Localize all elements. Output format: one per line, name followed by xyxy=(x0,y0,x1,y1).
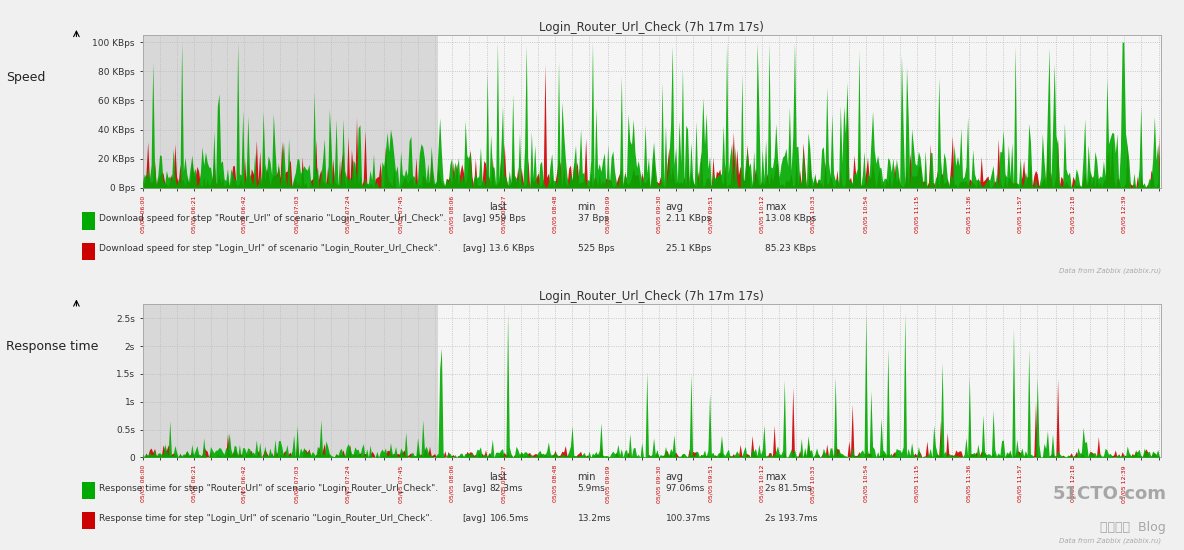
Text: avg: avg xyxy=(665,202,683,212)
Title: Login_Router_Url_Check (7h 17m 17s): Login_Router_Url_Check (7h 17m 17s) xyxy=(540,20,765,34)
Text: 2.11 KBps: 2.11 KBps xyxy=(665,214,710,223)
Text: min: min xyxy=(578,472,596,482)
Text: Data from Zabbix (zabbix.ru): Data from Zabbix (zabbix.ru) xyxy=(1058,268,1162,274)
Text: 13.6 KBps: 13.6 KBps xyxy=(489,244,535,254)
Text: avg: avg xyxy=(665,472,683,482)
Bar xyxy=(82,482,95,499)
Bar xyxy=(82,243,95,260)
Title: Login_Router_Url_Check (7h 17m 17s): Login_Router_Url_Check (7h 17m 17s) xyxy=(540,290,765,303)
Text: 13.2ms: 13.2ms xyxy=(578,514,611,523)
Text: 13.08 KBps: 13.08 KBps xyxy=(765,214,816,223)
Text: 106.5ms: 106.5ms xyxy=(489,514,529,523)
Text: Response time for step "Router_Url" of scenario "Login_Router_Url_Check".: Response time for step "Router_Url" of s… xyxy=(98,484,438,493)
Text: [avg]: [avg] xyxy=(462,214,485,223)
Text: 25.1 KBps: 25.1 KBps xyxy=(665,244,710,254)
Text: 97.06ms: 97.06ms xyxy=(665,484,704,493)
Text: 2s 81.5ms: 2s 81.5ms xyxy=(765,484,811,493)
Text: 技术博客  Blog: 技术博客 Blog xyxy=(1100,520,1166,534)
Text: Download speed for step "Router_Url" of scenario "Login_Router_Url_Check".: Download speed for step "Router_Url" of … xyxy=(98,214,446,223)
Text: 51CTO.com: 51CTO.com xyxy=(1053,485,1166,503)
Bar xyxy=(82,212,95,230)
Text: min: min xyxy=(578,202,596,212)
Text: 37 Bps: 37 Bps xyxy=(578,214,609,223)
Text: [avg]: [avg] xyxy=(462,484,485,493)
Text: Download speed for step "Login_Url" of scenario "Login_Router_Url_Check".: Download speed for step "Login_Url" of s… xyxy=(98,244,440,254)
Text: 85.23 KBps: 85.23 KBps xyxy=(765,244,816,254)
Bar xyxy=(82,512,95,530)
Text: last: last xyxy=(489,472,507,482)
Text: max: max xyxy=(765,472,786,482)
Text: [avg]: [avg] xyxy=(462,514,485,523)
Text: last: last xyxy=(489,202,507,212)
Bar xyxy=(142,304,438,458)
Text: Speed: Speed xyxy=(6,70,45,84)
Text: 100.37ms: 100.37ms xyxy=(665,514,710,523)
Text: [avg]: [avg] xyxy=(462,244,485,254)
Text: 82.3ms: 82.3ms xyxy=(489,484,523,493)
Text: 525 Bps: 525 Bps xyxy=(578,244,614,254)
Text: max: max xyxy=(765,202,786,212)
Text: Data from Zabbix (zabbix.ru): Data from Zabbix (zabbix.ru) xyxy=(1058,537,1162,544)
Text: 5.9ms: 5.9ms xyxy=(578,484,605,493)
Text: Response time for step "Login_Url" of scenario "Login_Router_Url_Check".: Response time for step "Login_Url" of sc… xyxy=(98,514,432,523)
Text: Response time: Response time xyxy=(6,340,98,353)
Text: 2s 193.7ms: 2s 193.7ms xyxy=(765,514,817,523)
Text: 959 Bps: 959 Bps xyxy=(489,214,526,223)
Bar xyxy=(142,35,438,188)
